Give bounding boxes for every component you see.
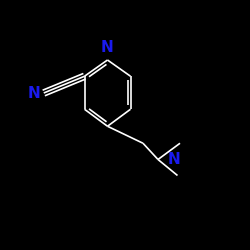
- Text: N: N: [28, 86, 40, 100]
- Text: N: N: [101, 40, 114, 56]
- Text: N: N: [168, 152, 180, 167]
